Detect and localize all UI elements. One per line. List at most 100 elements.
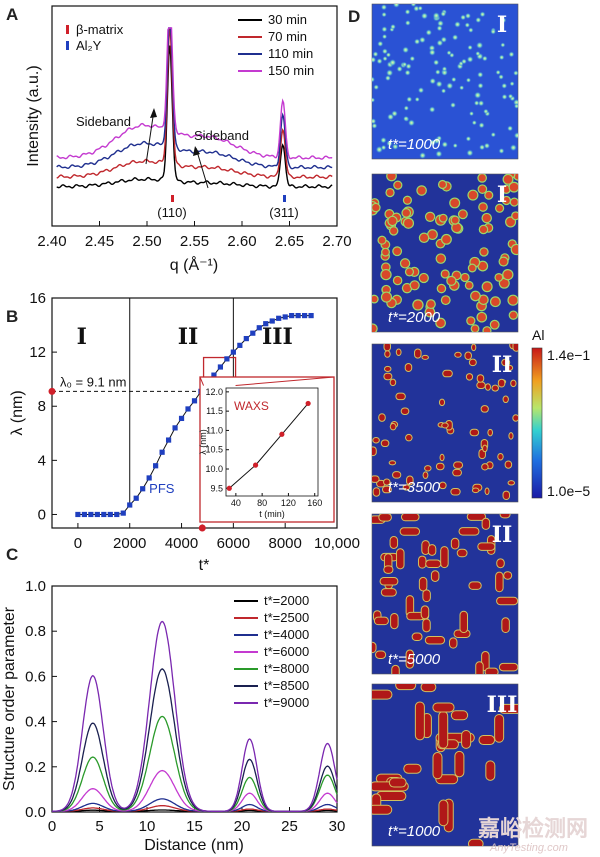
precipitate-rod [384,566,393,573]
beta-matrix-marker [66,25,69,34]
precipitate-dot [385,52,392,58]
precipitate-rod [428,545,436,555]
precipitate-dot [447,276,456,285]
precipitate-dot [425,29,433,36]
precipitate-dot [479,295,488,304]
b-pfs-point [159,449,165,455]
b-pfs-point [289,312,295,319]
a-x-tick-label: 2.60 [227,233,256,250]
peak-311-label: (311) [269,205,298,220]
precipitate-dot [461,58,468,65]
c-y-tick-label: 0.4 [25,714,46,731]
precipitate-rod [385,351,390,357]
panel-b-frame [51,297,338,529]
precipitate-dot [436,254,445,263]
precipitate-dot [467,27,474,33]
precipitate-rod [382,486,391,493]
panel-c-y-label: Structure order parameter [1,606,18,791]
precipitate-rod [419,577,427,591]
b-x-tick-label: 6000 [217,535,250,552]
precipitate-dot [420,233,429,242]
inset-frame [199,376,335,523]
a-x-tick-label: 2.50 [132,233,161,250]
b-pfs-point [178,415,185,422]
precipitate-rod [393,472,401,478]
precipitate-rod [373,437,379,443]
precipitate-rod [505,461,512,468]
precipitate-rod [374,617,388,625]
precipitate-dot [385,69,394,77]
precipitate-rod [379,414,385,421]
precipitate-dot [477,99,485,107]
precipitate-dot [381,48,389,55]
precipitate-dot [390,227,398,235]
precipitate-rod [422,355,428,359]
precipitate-dot [378,236,386,244]
precipitate-dot [452,223,461,233]
c-legend-label: t*=9000 [264,695,309,710]
b-y-tick-label: 8 [38,398,46,415]
inset-x-label: t (min) [259,509,285,519]
precipitate-dot [404,196,411,204]
precipitate-rod [396,393,405,400]
a-legend-label: 150 min [268,63,314,78]
precipitate-dot [467,317,475,325]
precipitate-dot [410,4,417,8]
panel-c-axes: 0 5 10 15 20 25 30 0.0 0.2 0.4 0.6 0.8 1.0 [25,578,345,835]
precipitate-dot [439,181,446,188]
precipitate-dot [428,230,437,239]
a-x-tick-label: 2.70 [322,233,351,250]
precipitate-rod [372,690,392,699]
d-frame-pattern [372,684,518,846]
precipitate-dot [434,69,441,76]
precipitate-dot [501,82,508,89]
panel-letter-d: D [348,7,360,26]
precipitate-dot [394,181,402,189]
precipitate-dot [510,198,518,206]
precipitate-dot [499,257,508,266]
precipitate-dot [406,268,413,276]
precipitate-dot [380,4,388,11]
precipitate-rod [389,461,396,465]
inset-y-tick-label: 10.5 [205,445,223,455]
precipitate-rod [380,578,398,585]
inset-x-tick-label: 40 [231,498,241,508]
d-frame-pattern [372,514,518,674]
b-pfs-point [250,330,256,336]
panel-a-x-label: q (Å⁻¹) [170,255,218,274]
precipitate-dot [376,58,383,65]
precipitate-rod [455,352,461,357]
precipitate-dot [473,100,480,106]
precipitate-dot [429,139,437,146]
precipitate-dot [479,11,486,18]
b-region-label: II [178,324,199,350]
precipitate-rod [381,589,396,596]
precipitate-rod [425,466,431,471]
sideband-left-label: Sideband [76,114,131,129]
precipitate-dot [386,189,394,197]
d-frame: II t*=3500 [371,343,519,503]
precipitate-rod [421,684,436,692]
d-frame-time-label: t*=3500 [388,479,441,496]
precipitate-rod [470,429,479,436]
inset-point [305,400,311,407]
d-frame-region: II [492,352,513,378]
precipitate-dot [512,212,518,220]
precipitate-dot [435,80,443,88]
precipitate-dot [382,292,391,302]
c-x-tick-label: 25 [281,818,298,835]
b-pfs-label: PFS [149,481,175,496]
panel-a-series-legend: 30 min 70 min 110 min 150 min [238,12,314,78]
precipitate-rod [384,479,390,485]
precipitate-dot [460,14,467,21]
inset-point [252,462,259,468]
precipitate-dot [386,113,395,121]
peak-110-marker [171,195,174,202]
precipitate-dot [418,36,426,44]
precipitate-dot [390,23,396,30]
precipitate-rod [472,488,479,493]
precipitate-rod [481,406,488,412]
precipitate-dot [440,10,447,17]
precipitate-dot [495,69,501,76]
precipitate-dot [509,144,518,152]
